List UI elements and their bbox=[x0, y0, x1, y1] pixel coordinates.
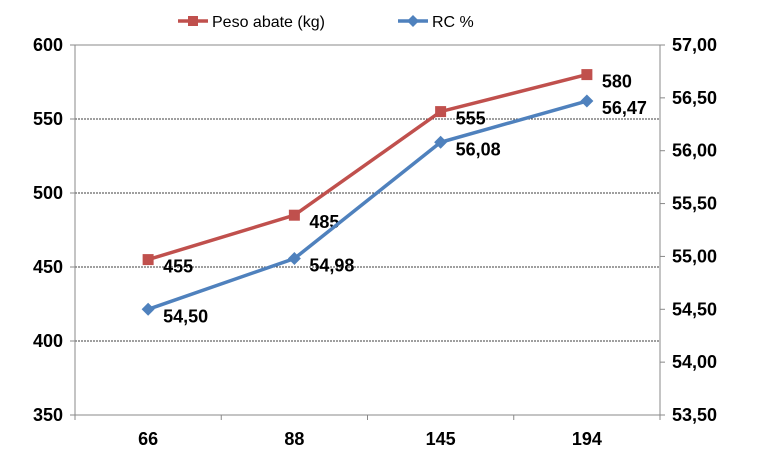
data-label: 485 bbox=[309, 212, 339, 232]
right-tick-label: 57,00 bbox=[672, 35, 717, 55]
right-tick-label: 55,50 bbox=[672, 194, 717, 214]
data-point bbox=[142, 254, 154, 266]
right-axis-ticks: 53,50 54,00 54,50 55,00 55,50 56,00 56,50 57,00 bbox=[660, 35, 717, 425]
gridlines bbox=[75, 118, 660, 342]
legend-item: RC % bbox=[398, 14, 474, 31]
left-tick-label: 350 bbox=[33, 405, 63, 425]
data-label: 580 bbox=[602, 72, 632, 92]
series-line bbox=[147, 99, 588, 311]
series-peso-abate: 455 485 555 580 bbox=[142, 69, 632, 277]
left-axis-ticks: 350 400 450 500 550 600 bbox=[33, 35, 75, 425]
legend-marker bbox=[188, 16, 198, 26]
series-rc: 54,50 54,98 56,08 56,47 bbox=[141, 94, 647, 326]
legend: Peso abate (kg) RC % bbox=[178, 14, 474, 31]
data-label: 56,08 bbox=[456, 139, 501, 159]
left-tick-label: 500 bbox=[33, 183, 63, 203]
series-line bbox=[147, 72, 588, 262]
x-tick-label: 194 bbox=[572, 429, 602, 449]
left-tick-label: 600 bbox=[33, 35, 63, 55]
data-label: 555 bbox=[456, 109, 486, 129]
data-label: 56,47 bbox=[602, 98, 647, 118]
right-tick-label: 54,50 bbox=[672, 299, 717, 319]
data-label: 455 bbox=[163, 257, 193, 277]
legend-marker bbox=[407, 15, 419, 27]
left-tick-label: 450 bbox=[33, 257, 63, 277]
left-tick-label: 550 bbox=[33, 109, 63, 129]
axes bbox=[74, 44, 661, 416]
data-point bbox=[288, 209, 300, 221]
legend-label: Peso abate (kg) bbox=[212, 14, 325, 31]
x-tick-label: 88 bbox=[284, 429, 304, 449]
series-group: 455 485 555 580 54,50 54,98 56,08 56,47 bbox=[141, 69, 647, 326]
legend-item: Peso abate (kg) bbox=[178, 14, 325, 31]
right-tick-label: 56,00 bbox=[672, 141, 717, 161]
left-tick-label: 400 bbox=[33, 331, 63, 351]
data-point bbox=[434, 135, 448, 149]
right-tick-label: 53,50 bbox=[672, 405, 717, 425]
data-point bbox=[287, 252, 301, 266]
data-label: 54,50 bbox=[163, 306, 208, 326]
data-point bbox=[580, 94, 594, 108]
x-tick-label: 145 bbox=[426, 429, 456, 449]
data-point bbox=[435, 106, 447, 118]
x-tick-label: 66 bbox=[138, 429, 158, 449]
right-tick-label: 54,00 bbox=[672, 352, 717, 372]
right-tick-label: 56,50 bbox=[672, 88, 717, 108]
legend-label: RC % bbox=[432, 14, 474, 31]
data-label: 54,98 bbox=[309, 256, 354, 276]
data-point bbox=[141, 302, 155, 316]
right-tick-label: 55,00 bbox=[672, 246, 717, 266]
data-point bbox=[581, 69, 593, 81]
x-axis-ticks: 66 88 145 194 bbox=[74, 415, 661, 449]
